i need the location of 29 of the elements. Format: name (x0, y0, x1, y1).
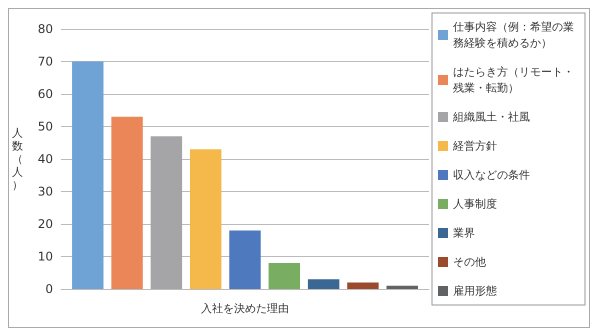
legend-label: 人事制度 (453, 198, 497, 210)
bar (347, 282, 379, 289)
bar (72, 62, 104, 289)
x-axis-title: 入社を決めた理由 (201, 302, 289, 315)
legend-label: その他 (453, 256, 486, 268)
y-tick-label: 20 (38, 217, 53, 231)
y-tick-label: 0 (45, 282, 53, 296)
bar (190, 149, 222, 289)
y-tick-label: 30 (38, 184, 53, 198)
y-tick-label: 50 (38, 120, 53, 134)
bar (150, 136, 182, 289)
legend-label: 組織風土・社風 (452, 110, 530, 124)
bar (268, 263, 300, 289)
legend-label: 業界 (453, 226, 475, 240)
legend-label: 収入などの条件 (453, 168, 530, 182)
legend-label: 仕事内容（例：希望の業務経験を積めるか） (453, 20, 574, 50)
y-tick-label: 80 (38, 22, 53, 36)
y-tick-label: 10 (38, 250, 53, 264)
legend-label: 経営方針 (452, 140, 497, 152)
y-tick-label: 60 (38, 87, 53, 101)
legend-label: 雇用形態 (453, 284, 497, 298)
bar (386, 286, 418, 289)
bar (308, 279, 340, 289)
bar (229, 230, 261, 289)
y-tick-label: 40 (38, 152, 53, 166)
y-axis-title: 人数（人） (12, 126, 23, 192)
legend-label: はたらき方（リモート・残業・転勤） (453, 66, 574, 94)
y-tick-label: 70 (38, 54, 53, 68)
bar (111, 116, 143, 289)
